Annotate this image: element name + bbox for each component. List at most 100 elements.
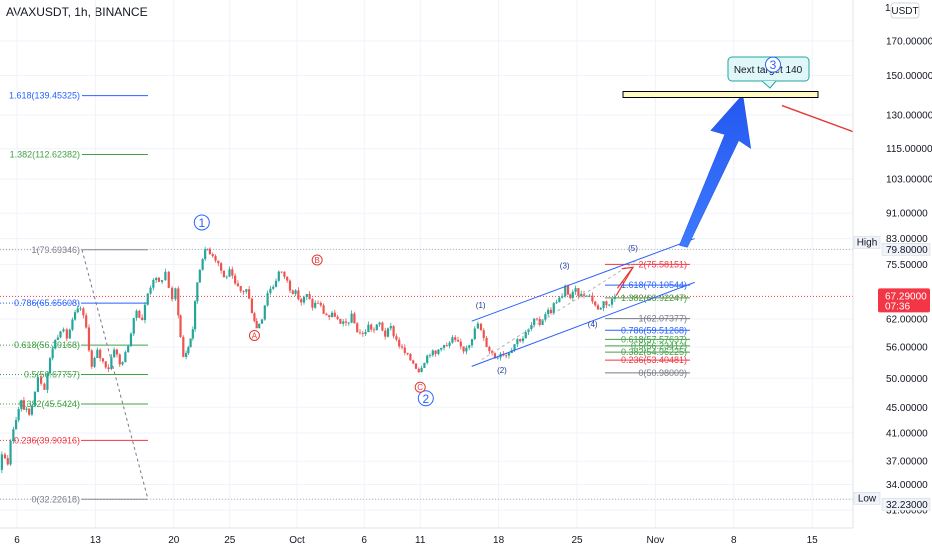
candle-body bbox=[400, 346, 404, 348]
candle-body bbox=[51, 348, 54, 359]
candle-body bbox=[521, 338, 525, 342]
candle-body bbox=[319, 302, 322, 306]
price-axis-tick-label: 45.00000 bbox=[886, 403, 928, 414]
candle-body bbox=[420, 367, 423, 373]
low-value-label: 32.23000 bbox=[886, 500, 928, 511]
candle-body bbox=[370, 324, 373, 330]
candle-body bbox=[431, 350, 434, 356]
currency-button[interactable] bbox=[890, 2, 920, 19]
candle-body bbox=[398, 339, 401, 347]
candle-body bbox=[437, 349, 440, 354]
candle-body bbox=[585, 295, 588, 297]
candle-body bbox=[535, 318, 539, 320]
candle-body bbox=[68, 329, 71, 339]
candle-body bbox=[143, 304, 147, 321]
candle-body bbox=[456, 339, 460, 342]
candle-body bbox=[392, 326, 395, 337]
projection-arrow-head bbox=[616, 266, 635, 289]
candle-body bbox=[87, 327, 91, 351]
candle-body bbox=[228, 269, 231, 277]
candle-body bbox=[580, 293, 583, 297]
price-axis-tick-label: 103.00000 bbox=[886, 175, 932, 186]
fib-level-label: 0.786(59.51268) bbox=[621, 325, 687, 335]
symbol-title: AVAXUSDT, 1h, BINANCE bbox=[6, 5, 148, 19]
candle-body bbox=[266, 293, 269, 306]
candle-body bbox=[30, 405, 34, 415]
fib-level-label: 0(50.98009) bbox=[638, 368, 687, 378]
candle-body bbox=[417, 368, 420, 373]
candle-body bbox=[569, 294, 572, 299]
time-axis-tick-label: 20 bbox=[168, 535, 180, 546]
high-tag-label: High bbox=[857, 237, 878, 248]
candle-body bbox=[594, 301, 597, 306]
candle-body bbox=[274, 280, 278, 287]
candle-body bbox=[434, 350, 437, 354]
candle-body bbox=[328, 315, 331, 317]
wave-minor-label: (2) bbox=[497, 366, 507, 375]
candle-body bbox=[43, 383, 46, 390]
time-axis[interactable]: 6 13 20 25 Oct 6 11 18 25 Nov 8 15 bbox=[0, 527, 932, 550]
candle-body bbox=[454, 337, 457, 340]
candle-body bbox=[482, 330, 485, 338]
price-axis[interactable]: 15USDT170.00000150.00000130.00000115.000… bbox=[852, 0, 932, 528]
target-callout-pointer bbox=[761, 80, 777, 89]
low-value-box bbox=[881, 498, 931, 511]
candle-body bbox=[211, 254, 214, 257]
candle-body bbox=[76, 308, 79, 313]
candle-body bbox=[566, 285, 570, 295]
candle-body bbox=[353, 313, 356, 324]
candle-body bbox=[272, 286, 275, 289]
wave-abc-label: A bbox=[252, 331, 258, 340]
fib-level-label: 0.236(53.40481) bbox=[621, 355, 687, 365]
candle-body bbox=[507, 353, 511, 356]
candle-body bbox=[90, 350, 93, 367]
candle-body bbox=[99, 349, 102, 359]
candle-body bbox=[135, 310, 138, 318]
candle-body bbox=[59, 331, 62, 338]
candle-body bbox=[403, 347, 406, 353]
candle-body bbox=[220, 263, 223, 271]
wave-major-label: 3 bbox=[770, 58, 777, 72]
candle-body bbox=[311, 298, 314, 308]
candle-body bbox=[468, 345, 471, 348]
candle-body bbox=[36, 377, 40, 392]
wave-abc-marker bbox=[311, 254, 323, 266]
price-axis-bg bbox=[853, 0, 932, 528]
candle-body bbox=[412, 360, 415, 364]
candle-body bbox=[54, 339, 57, 349]
candle-body bbox=[462, 346, 465, 352]
candle-body bbox=[62, 329, 65, 332]
channel-lower-line bbox=[471, 281, 695, 367]
candle-body bbox=[574, 288, 577, 292]
price-axis-tick-label: 130.00000 bbox=[886, 110, 932, 121]
candle-body bbox=[118, 354, 121, 365]
candle-body bbox=[25, 408, 28, 410]
fib-level-label: 1(79.69346) bbox=[31, 245, 80, 255]
wave-major-marker bbox=[193, 214, 210, 231]
candle-body bbox=[516, 339, 519, 345]
projection-dashed-line bbox=[481, 258, 639, 361]
price-axis-tick-label: 62.00000 bbox=[886, 314, 928, 325]
candle-body bbox=[588, 295, 591, 297]
candle-body bbox=[386, 328, 390, 337]
candle-body bbox=[384, 330, 387, 337]
candle-body bbox=[242, 291, 245, 292]
currency-button-label: USDT bbox=[891, 6, 918, 17]
candle-body bbox=[48, 358, 52, 374]
time-axis-tick-label: 15 bbox=[807, 535, 819, 546]
candle-body bbox=[141, 317, 144, 321]
candle-body bbox=[263, 305, 266, 320]
candle-body bbox=[325, 313, 328, 316]
candle-body bbox=[191, 329, 194, 339]
candle-body bbox=[22, 400, 26, 410]
candle-body bbox=[160, 280, 164, 282]
fib-level-label: 0.382(54.96225) bbox=[621, 347, 687, 357]
candle-body bbox=[113, 349, 116, 358]
low-tag bbox=[853, 492, 881, 505]
candle-body bbox=[174, 288, 177, 300]
candle-body bbox=[305, 294, 308, 298]
candle-body bbox=[297, 290, 300, 300]
candle-body bbox=[288, 280, 292, 291]
candle-body bbox=[149, 287, 152, 294]
